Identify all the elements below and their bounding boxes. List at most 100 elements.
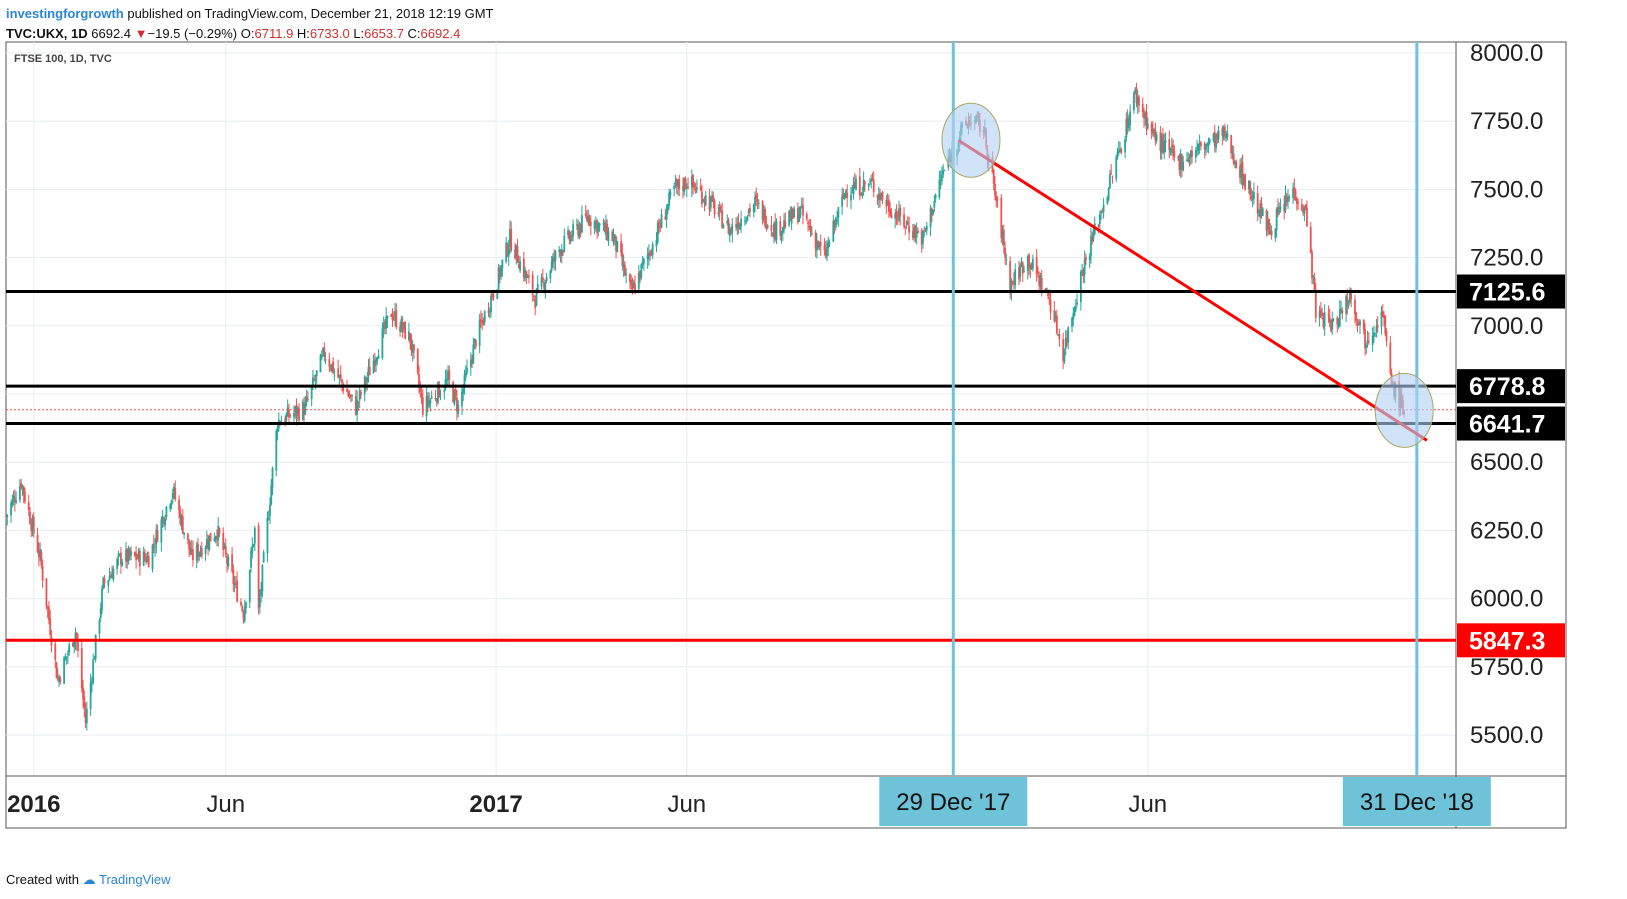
candle-body: [188, 539, 191, 550]
candle-body: [765, 224, 768, 228]
published-text: published on TradingView.com, December 2…: [127, 6, 494, 21]
candle-body: [1102, 204, 1105, 212]
change-value: −19.5 (−0.29%): [147, 26, 238, 41]
candle-body: [180, 515, 183, 524]
candle-body: [1126, 117, 1129, 128]
candle-body: [1106, 197, 1109, 204]
candle-body: [1331, 319, 1334, 330]
author-link[interactable]: investingforgrowth: [6, 6, 124, 21]
candle-body: [890, 212, 893, 219]
candle-body: [867, 184, 870, 187]
candle-body: [1197, 144, 1200, 151]
candle-body: [522, 258, 525, 278]
candle-body: [189, 548, 192, 555]
date-marker-tag: [1342, 777, 1491, 826]
candle-body: [15, 500, 18, 503]
candle-body: [1364, 329, 1366, 349]
candle-body: [1031, 258, 1034, 269]
candle-body: [250, 551, 252, 568]
candle-body: [629, 274, 631, 282]
candle-body: [222, 532, 225, 550]
level-price-label: 6778.8: [1469, 373, 1546, 401]
candle-body: [1362, 320, 1365, 331]
candle-body: [934, 194, 937, 199]
candle-body: [837, 207, 840, 218]
candle-body: [646, 254, 649, 260]
candle-body: [1287, 198, 1289, 202]
candle-body: [932, 209, 934, 215]
candle-body: [445, 378, 448, 381]
candle-body: [1107, 188, 1110, 200]
candle-body: [572, 224, 575, 236]
candle-body: [382, 323, 385, 330]
candle-body: [1338, 309, 1341, 327]
candle-body: [74, 632, 77, 642]
candle-body: [39, 549, 42, 556]
price-axis[interactable]: 5500.0 5750.0 6000.0 6250.0 6500.0 7000.0 7250…: [1457, 40, 1565, 749]
candle-body: [659, 226, 662, 228]
candle-body: [90, 681, 93, 684]
candle-body: [799, 206, 802, 216]
candle-body: [621, 252, 624, 266]
candle-body: [174, 487, 177, 500]
candle-body: [213, 538, 216, 541]
candle-body: [392, 318, 395, 320]
candle-body: [1058, 334, 1061, 340]
candle-body: [870, 179, 873, 181]
candle-body: [1304, 204, 1307, 210]
candle-body: [312, 377, 314, 387]
candle-body: [1179, 153, 1182, 170]
tradingview-link[interactable]: TradingView: [99, 872, 171, 887]
candle-body: [461, 391, 463, 407]
candle-body: [834, 217, 837, 228]
candle-body: [411, 344, 414, 353]
candle-body: [1216, 133, 1219, 140]
candle-body: [1332, 319, 1335, 321]
candle-body: [375, 359, 377, 364]
candle-body: [72, 642, 74, 647]
candle-body: [740, 218, 743, 227]
candle-body: [798, 214, 801, 222]
candle-body: [58, 677, 60, 683]
candle-body: [420, 393, 423, 397]
candle-body: [339, 374, 342, 379]
candle-body: [10, 503, 12, 516]
candle-body: [130, 551, 132, 556]
candle-body: [906, 221, 909, 226]
candle-body: [500, 266, 503, 277]
level-price-tag: [1457, 406, 1565, 441]
candle-body: [1278, 210, 1281, 213]
candle-body: [356, 399, 359, 415]
candle-body: [296, 407, 299, 414]
candle-body: [881, 192, 884, 200]
candle-body: [36, 534, 39, 553]
candle-body: [1073, 307, 1076, 317]
candle-body: [488, 310, 491, 312]
candle-body: [709, 196, 712, 208]
candle-body: [487, 310, 490, 313]
candle-body: [80, 648, 83, 689]
candle-body: [651, 243, 654, 255]
candle-body: [501, 259, 504, 269]
candle-body: [747, 209, 750, 214]
candle-body: [385, 316, 388, 329]
candle-body: [478, 319, 481, 346]
candle-body: [860, 193, 862, 196]
candle-body: [588, 217, 591, 225]
candle-body: [877, 193, 880, 200]
candle-body: [1311, 251, 1313, 279]
candle-body: [1279, 206, 1282, 210]
candle-body: [1301, 204, 1303, 211]
candle-body: [1181, 154, 1183, 170]
candle-body: [365, 379, 367, 384]
candle-body: [540, 277, 543, 287]
candle-body: [349, 394, 352, 397]
candle-body: [1223, 126, 1226, 137]
candle-body: [453, 390, 456, 405]
candle-body: [516, 246, 519, 263]
candle-body: [615, 236, 617, 251]
candle-body: [1381, 311, 1384, 317]
time-axis[interactable]: 2016 Jun 2017 Jun Jun 29 Dec '17 31 Dec '18: [7, 777, 1491, 826]
candle-body: [242, 612, 245, 619]
